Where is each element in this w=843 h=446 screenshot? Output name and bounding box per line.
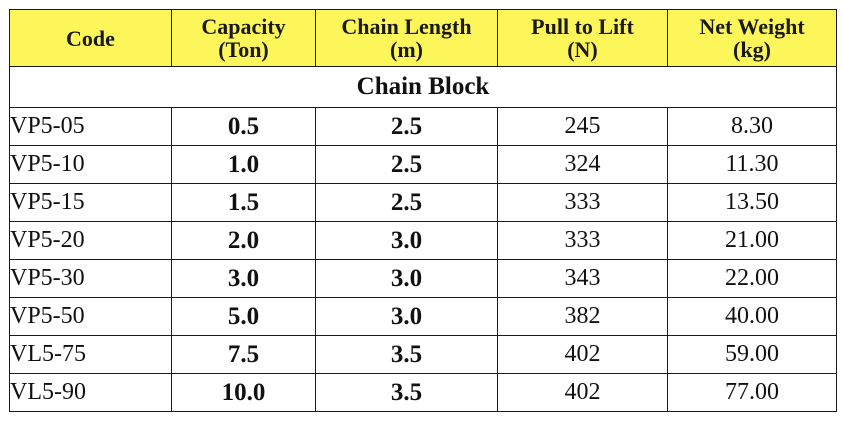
cell-pull-to-lift: 382 bbox=[497, 297, 668, 336]
table-body: Chain Block VP5-05 0.5 2.5 245 8.30 VP5-… bbox=[9, 66, 837, 412]
header-pull-to-lift: Pull to Lift (N) bbox=[497, 9, 668, 67]
chain-block-spec-table: Code Capacity (Ton) Chain Length (m) Pul… bbox=[9, 9, 837, 412]
header-code-label: Code bbox=[66, 25, 115, 51]
cell-pull-to-lift: 402 bbox=[497, 335, 668, 374]
cell-code: VP5-10 bbox=[9, 145, 172, 184]
cell-pull-to-lift: 333 bbox=[497, 183, 668, 222]
cell-code: VL5-75 bbox=[9, 335, 172, 374]
table-row: VP5-15 1.5 2.5 333 13.50 bbox=[9, 183, 837, 222]
cell-chain-length: 3.0 bbox=[315, 259, 498, 298]
header-code: Code bbox=[9, 9, 172, 67]
cell-net-weight: 40.00 bbox=[667, 297, 837, 336]
header-pull-to-lift-label: Pull to Lift bbox=[531, 14, 634, 39]
header-chain-length: Chain Length (m) bbox=[315, 9, 498, 67]
cell-capacity: 0.5 bbox=[171, 107, 316, 146]
cell-capacity: 1.5 bbox=[171, 183, 316, 222]
header-capacity: Capacity (Ton) bbox=[171, 9, 316, 67]
header-net-weight: Net Weight (kg) bbox=[667, 9, 837, 67]
cell-capacity: 10.0 bbox=[171, 373, 316, 412]
cell-capacity: 3.0 bbox=[171, 259, 316, 298]
cell-chain-length: 3.0 bbox=[315, 297, 498, 336]
cell-chain-length: 3.5 bbox=[315, 373, 498, 412]
cell-net-weight: 59.00 bbox=[667, 335, 837, 374]
cell-net-weight: 21.00 bbox=[667, 221, 837, 260]
cell-code: VP5-30 bbox=[9, 259, 172, 298]
cell-chain-length: 3.0 bbox=[315, 221, 498, 260]
cell-net-weight: 77.00 bbox=[667, 373, 837, 412]
table-row: VP5-20 2.0 3.0 333 21.00 bbox=[9, 221, 837, 260]
cell-capacity: 1.0 bbox=[171, 145, 316, 184]
cell-capacity: 2.0 bbox=[171, 221, 316, 260]
cell-pull-to-lift: 324 bbox=[497, 145, 668, 184]
cell-chain-length: 2.5 bbox=[315, 145, 498, 184]
cell-chain-length: 3.5 bbox=[315, 335, 498, 374]
cell-chain-length: 2.5 bbox=[315, 183, 498, 222]
table-row: VP5-30 3.0 3.0 343 22.00 bbox=[9, 259, 837, 298]
cell-net-weight: 22.00 bbox=[667, 259, 837, 298]
table-row: VP5-05 0.5 2.5 245 8.30 bbox=[9, 107, 837, 146]
section-title: Chain Block bbox=[9, 66, 837, 108]
header-chain-length-unit: (m) bbox=[390, 37, 423, 62]
table-row: VP5-10 1.0 2.5 324 11.30 bbox=[9, 145, 837, 184]
header-pull-to-lift-unit: (N) bbox=[567, 37, 598, 62]
table-row: VP5-50 5.0 3.0 382 40.00 bbox=[9, 297, 837, 336]
table-row: VL5-90 10.0 3.5 402 77.00 bbox=[9, 373, 837, 412]
cell-net-weight: 8.30 bbox=[667, 107, 837, 146]
cell-net-weight: 13.50 bbox=[667, 183, 837, 222]
header-row: Code Capacity (Ton) Chain Length (m) Pul… bbox=[9, 9, 837, 67]
header-net-weight-label: Net Weight bbox=[699, 14, 805, 39]
cell-code: VL5-90 bbox=[9, 373, 172, 412]
cell-code: VP5-50 bbox=[9, 297, 172, 336]
table-row: VL5-75 7.5 3.5 402 59.00 bbox=[9, 335, 837, 374]
table-header: Code Capacity (Ton) Chain Length (m) Pul… bbox=[9, 9, 837, 67]
cell-chain-length: 2.5 bbox=[315, 107, 498, 146]
header-chain-length-label: Chain Length bbox=[341, 14, 472, 39]
cell-capacity: 5.0 bbox=[171, 297, 316, 336]
cell-capacity: 7.5 bbox=[171, 335, 316, 374]
cell-code: VP5-20 bbox=[9, 221, 172, 260]
cell-net-weight: 11.30 bbox=[667, 145, 837, 184]
cell-code: VP5-05 bbox=[9, 107, 172, 146]
cell-code: VP5-15 bbox=[9, 183, 172, 222]
section-row: Chain Block bbox=[9, 66, 837, 108]
spec-table-container: Code Capacity (Ton) Chain Length (m) Pul… bbox=[9, 9, 837, 439]
header-capacity-label: Capacity bbox=[201, 14, 286, 39]
cell-pull-to-lift: 333 bbox=[497, 221, 668, 260]
cell-pull-to-lift: 402 bbox=[497, 373, 668, 412]
header-net-weight-unit: (kg) bbox=[733, 37, 771, 62]
header-capacity-unit: (Ton) bbox=[218, 37, 269, 62]
cell-pull-to-lift: 245 bbox=[497, 107, 668, 146]
cell-pull-to-lift: 343 bbox=[497, 259, 668, 298]
